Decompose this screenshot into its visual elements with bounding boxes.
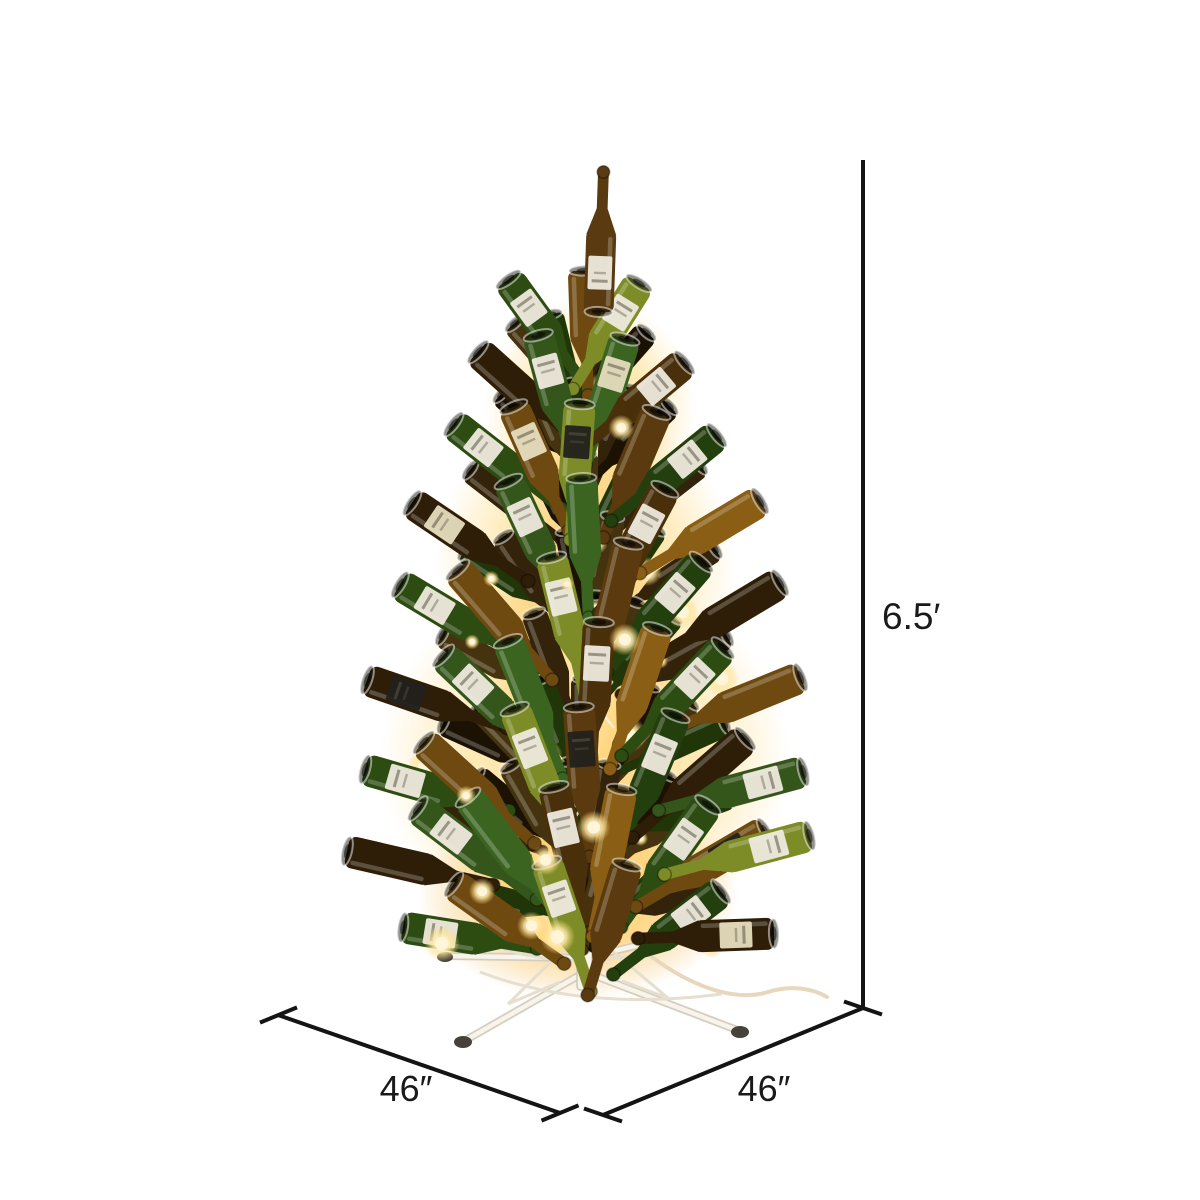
wine-bottle — [401, 489, 536, 589]
wine-bottle — [562, 701, 601, 865]
light-glow — [488, 575, 495, 582]
wine-bottle — [602, 621, 673, 777]
wine-bottle — [583, 164, 617, 318]
string-lights-front — [423, 414, 641, 962]
base-left-dimension-label: 46″ — [380, 1068, 433, 1109]
light-glow — [564, 581, 570, 587]
wine-bottle — [603, 422, 729, 529]
wine-bottle — [630, 917, 780, 953]
wine-bottle — [580, 857, 643, 1003]
wine-bottle — [657, 820, 817, 882]
wine-bottle — [492, 632, 571, 787]
wine-bottle — [648, 568, 790, 665]
light-glow — [616, 422, 627, 433]
light-glow — [434, 936, 449, 951]
base-right-dimension-label: 46″ — [738, 1068, 791, 1109]
wine-bottle — [595, 403, 672, 546]
light-glow — [469, 638, 475, 645]
light-glow — [587, 820, 601, 834]
base-left-dimension-line — [259, 1005, 580, 1123]
light-glow — [525, 920, 537, 932]
light-glow — [618, 633, 631, 646]
light-glow — [550, 930, 565, 944]
dimension-annotations — [259, 160, 883, 1124]
wine-bottle — [632, 486, 770, 581]
height-dimension-label: 6.5′ — [882, 596, 940, 637]
wine-bottle — [538, 780, 596, 941]
wine-bottle — [565, 472, 602, 626]
wine-bottle — [614, 636, 736, 764]
power-cord — [638, 946, 829, 999]
wine-bottle — [578, 331, 641, 473]
stand-legs — [444, 927, 741, 1044]
base-right-dimension-line — [583, 999, 883, 1124]
wine-bottles-layer — [339, 164, 817, 1003]
wine-bottle — [406, 795, 545, 907]
light-glow — [476, 886, 488, 897]
light-glow — [539, 854, 552, 866]
light-glow — [462, 791, 470, 800]
wine-bottle — [651, 756, 811, 818]
